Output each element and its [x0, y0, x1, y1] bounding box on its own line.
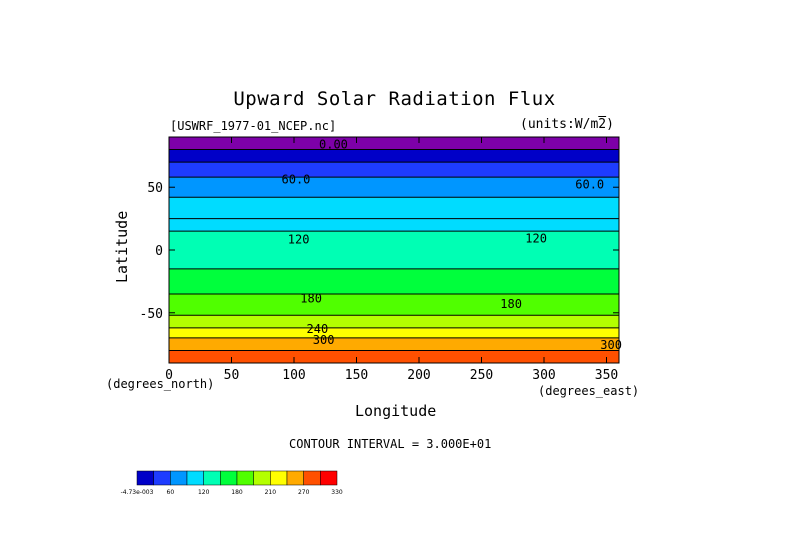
contour-label: 120 — [525, 231, 547, 245]
y-tick-label: 50 — [147, 181, 163, 196]
colorbar-label: 120 — [198, 489, 210, 496]
contour-label: 60.0 — [575, 177, 604, 191]
x-axis-label: Longitude — [355, 402, 437, 420]
colorbar-swatch — [303, 470, 321, 486]
colorbar-swatch — [320, 470, 338, 486]
x-tick-label: 0 — [165, 368, 173, 383]
file-label: [USWRF_1977-01_NCEP.nc] — [170, 119, 337, 133]
colorbar-swatch — [220, 470, 238, 486]
contour-interval-note: CONTOUR INTERVAL = 3.000E+01 — [289, 437, 492, 451]
contour-label: 60.0 — [282, 172, 311, 186]
y-axis-label: Latitude — [113, 210, 131, 283]
x-tick-label: 200 — [407, 368, 430, 383]
x-tick-label: 300 — [532, 368, 555, 383]
x-tick-label: 150 — [345, 368, 368, 383]
colorbar-swatch — [153, 470, 171, 486]
heatmap-band — [169, 197, 619, 219]
colorbar-label: 60 — [167, 489, 175, 496]
colorbar-label: 210 — [265, 489, 277, 496]
colorbar-label: -4.73e-003 — [121, 489, 154, 496]
heatmap-band — [169, 293, 619, 316]
heatmap-band — [169, 149, 619, 163]
heatmap-band — [169, 350, 619, 363]
x-units-left: (degrees_north) — [106, 377, 215, 391]
heatmap-band — [169, 231, 619, 269]
heatmap-band — [169, 315, 619, 328]
chart-title: Upward Solar Radiation Flux — [233, 88, 556, 110]
y-tick-label: -50 — [140, 307, 163, 322]
x-units-right: (degrees_east) — [538, 384, 640, 398]
contour-label: 240 — [307, 322, 329, 336]
x-tick-label: 250 — [470, 368, 493, 383]
colorbar-swatch — [186, 470, 204, 486]
contour-label: 0.00 — [319, 137, 348, 151]
colorbar-label: 180 — [231, 489, 243, 496]
heatmap-band — [169, 162, 619, 178]
units-label: (units:W/m2) — [520, 117, 614, 132]
heatmap-band — [169, 137, 619, 150]
contour-label: 120 — [288, 233, 310, 247]
heatmap-band — [169, 218, 619, 232]
colorbar-label: 330 — [331, 489, 343, 496]
y-tick-label: 0 — [155, 244, 163, 259]
heatmap-band — [169, 327, 619, 338]
x-tick-label: 50 — [224, 368, 240, 383]
colorbar-swatch — [286, 470, 304, 486]
x-tick-label: 350 — [595, 368, 618, 383]
colorbar-label: 270 — [298, 489, 310, 496]
heatmap-band — [169, 268, 619, 294]
contour-label: 300 — [313, 333, 335, 347]
heatmap-band — [169, 177, 619, 198]
colorbar-swatch — [170, 470, 188, 486]
contour-label: 180 — [500, 297, 522, 311]
contour-label: 180 — [300, 292, 322, 306]
colorbar-swatch — [270, 470, 288, 486]
x-tick-label: 100 — [282, 368, 305, 383]
colorbar-swatch — [253, 470, 271, 486]
colorbar-swatch — [203, 470, 221, 486]
colorbar-swatch — [136, 470, 154, 486]
heatmap-band — [169, 337, 619, 351]
contour-label: 300 — [600, 338, 622, 352]
colorbar-swatch — [236, 470, 254, 486]
